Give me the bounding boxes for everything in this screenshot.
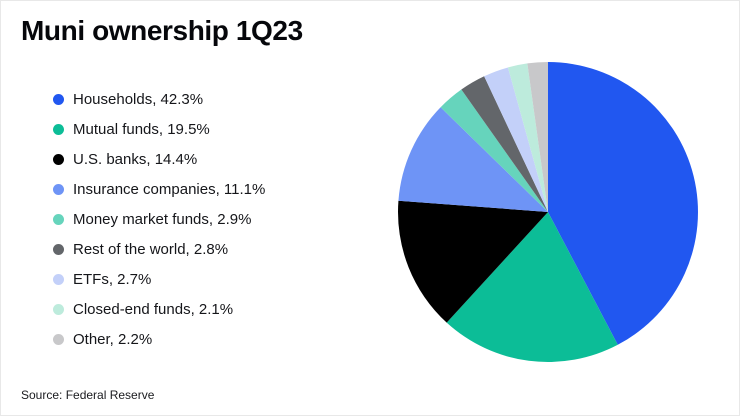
legend-swatch xyxy=(53,184,64,195)
legend-item: Households, 42.3% xyxy=(53,91,265,108)
legend-swatch xyxy=(53,274,64,285)
legend-swatch xyxy=(53,154,64,165)
legend-label: Other, 2.2% xyxy=(73,331,153,348)
legend-swatch xyxy=(53,334,64,345)
source-note: Source: Federal Reserve xyxy=(21,388,155,402)
legend-swatch xyxy=(53,244,64,255)
legend-swatch xyxy=(53,304,64,315)
pie-slice-closed-end-funds xyxy=(507,63,548,213)
pie-slice-mutual-funds xyxy=(446,212,618,362)
legend-label: Insurance companies, 11.1% xyxy=(73,181,266,198)
pie-slice-u-s-banks xyxy=(398,200,548,323)
pie-slice-etfs xyxy=(484,67,548,212)
legend-item: Rest of the world, 2.8% xyxy=(53,241,265,258)
pie-slice-money-market-funds xyxy=(440,89,548,212)
legend-swatch xyxy=(53,124,64,135)
pie-slice-households xyxy=(548,62,698,345)
legend: Households, 42.3% Mutual funds, 19.5% U.S.… xyxy=(53,91,265,348)
pie-slice-insurance-companies xyxy=(398,107,548,212)
legend-label: Mutual funds, 19.5% xyxy=(73,121,210,138)
pie-slice-rest-of-the-world xyxy=(461,76,548,212)
legend-label: U.S. banks, 14.4% xyxy=(73,151,198,168)
pie-slice-other xyxy=(527,62,548,212)
legend-label: Households, 42.3% xyxy=(73,91,204,108)
legend-item: Money market funds, 2.9% xyxy=(53,211,265,228)
legend-swatch xyxy=(53,214,64,225)
legend-item: Other, 2.2% xyxy=(53,331,265,348)
chart-title: Muni ownership 1Q23 xyxy=(21,15,303,46)
legend-label: ETFs, 2.7% xyxy=(73,271,152,288)
legend-label: Money market funds, 2.9% xyxy=(73,211,252,228)
legend-label: Closed-end funds, 2.1% xyxy=(73,301,234,318)
legend-item: U.S. banks, 14.4% xyxy=(53,151,265,168)
legend-item: ETFs, 2.7% xyxy=(53,271,265,288)
pie-chart xyxy=(398,62,698,362)
legend-swatch xyxy=(53,94,64,105)
legend-item: Mutual funds, 19.5% xyxy=(53,121,265,138)
legend-item: Closed-end funds, 2.1% xyxy=(53,301,265,318)
legend-label: Rest of the world, 2.8% xyxy=(73,241,229,258)
legend-item: Insurance companies, 11.1% xyxy=(53,181,265,198)
